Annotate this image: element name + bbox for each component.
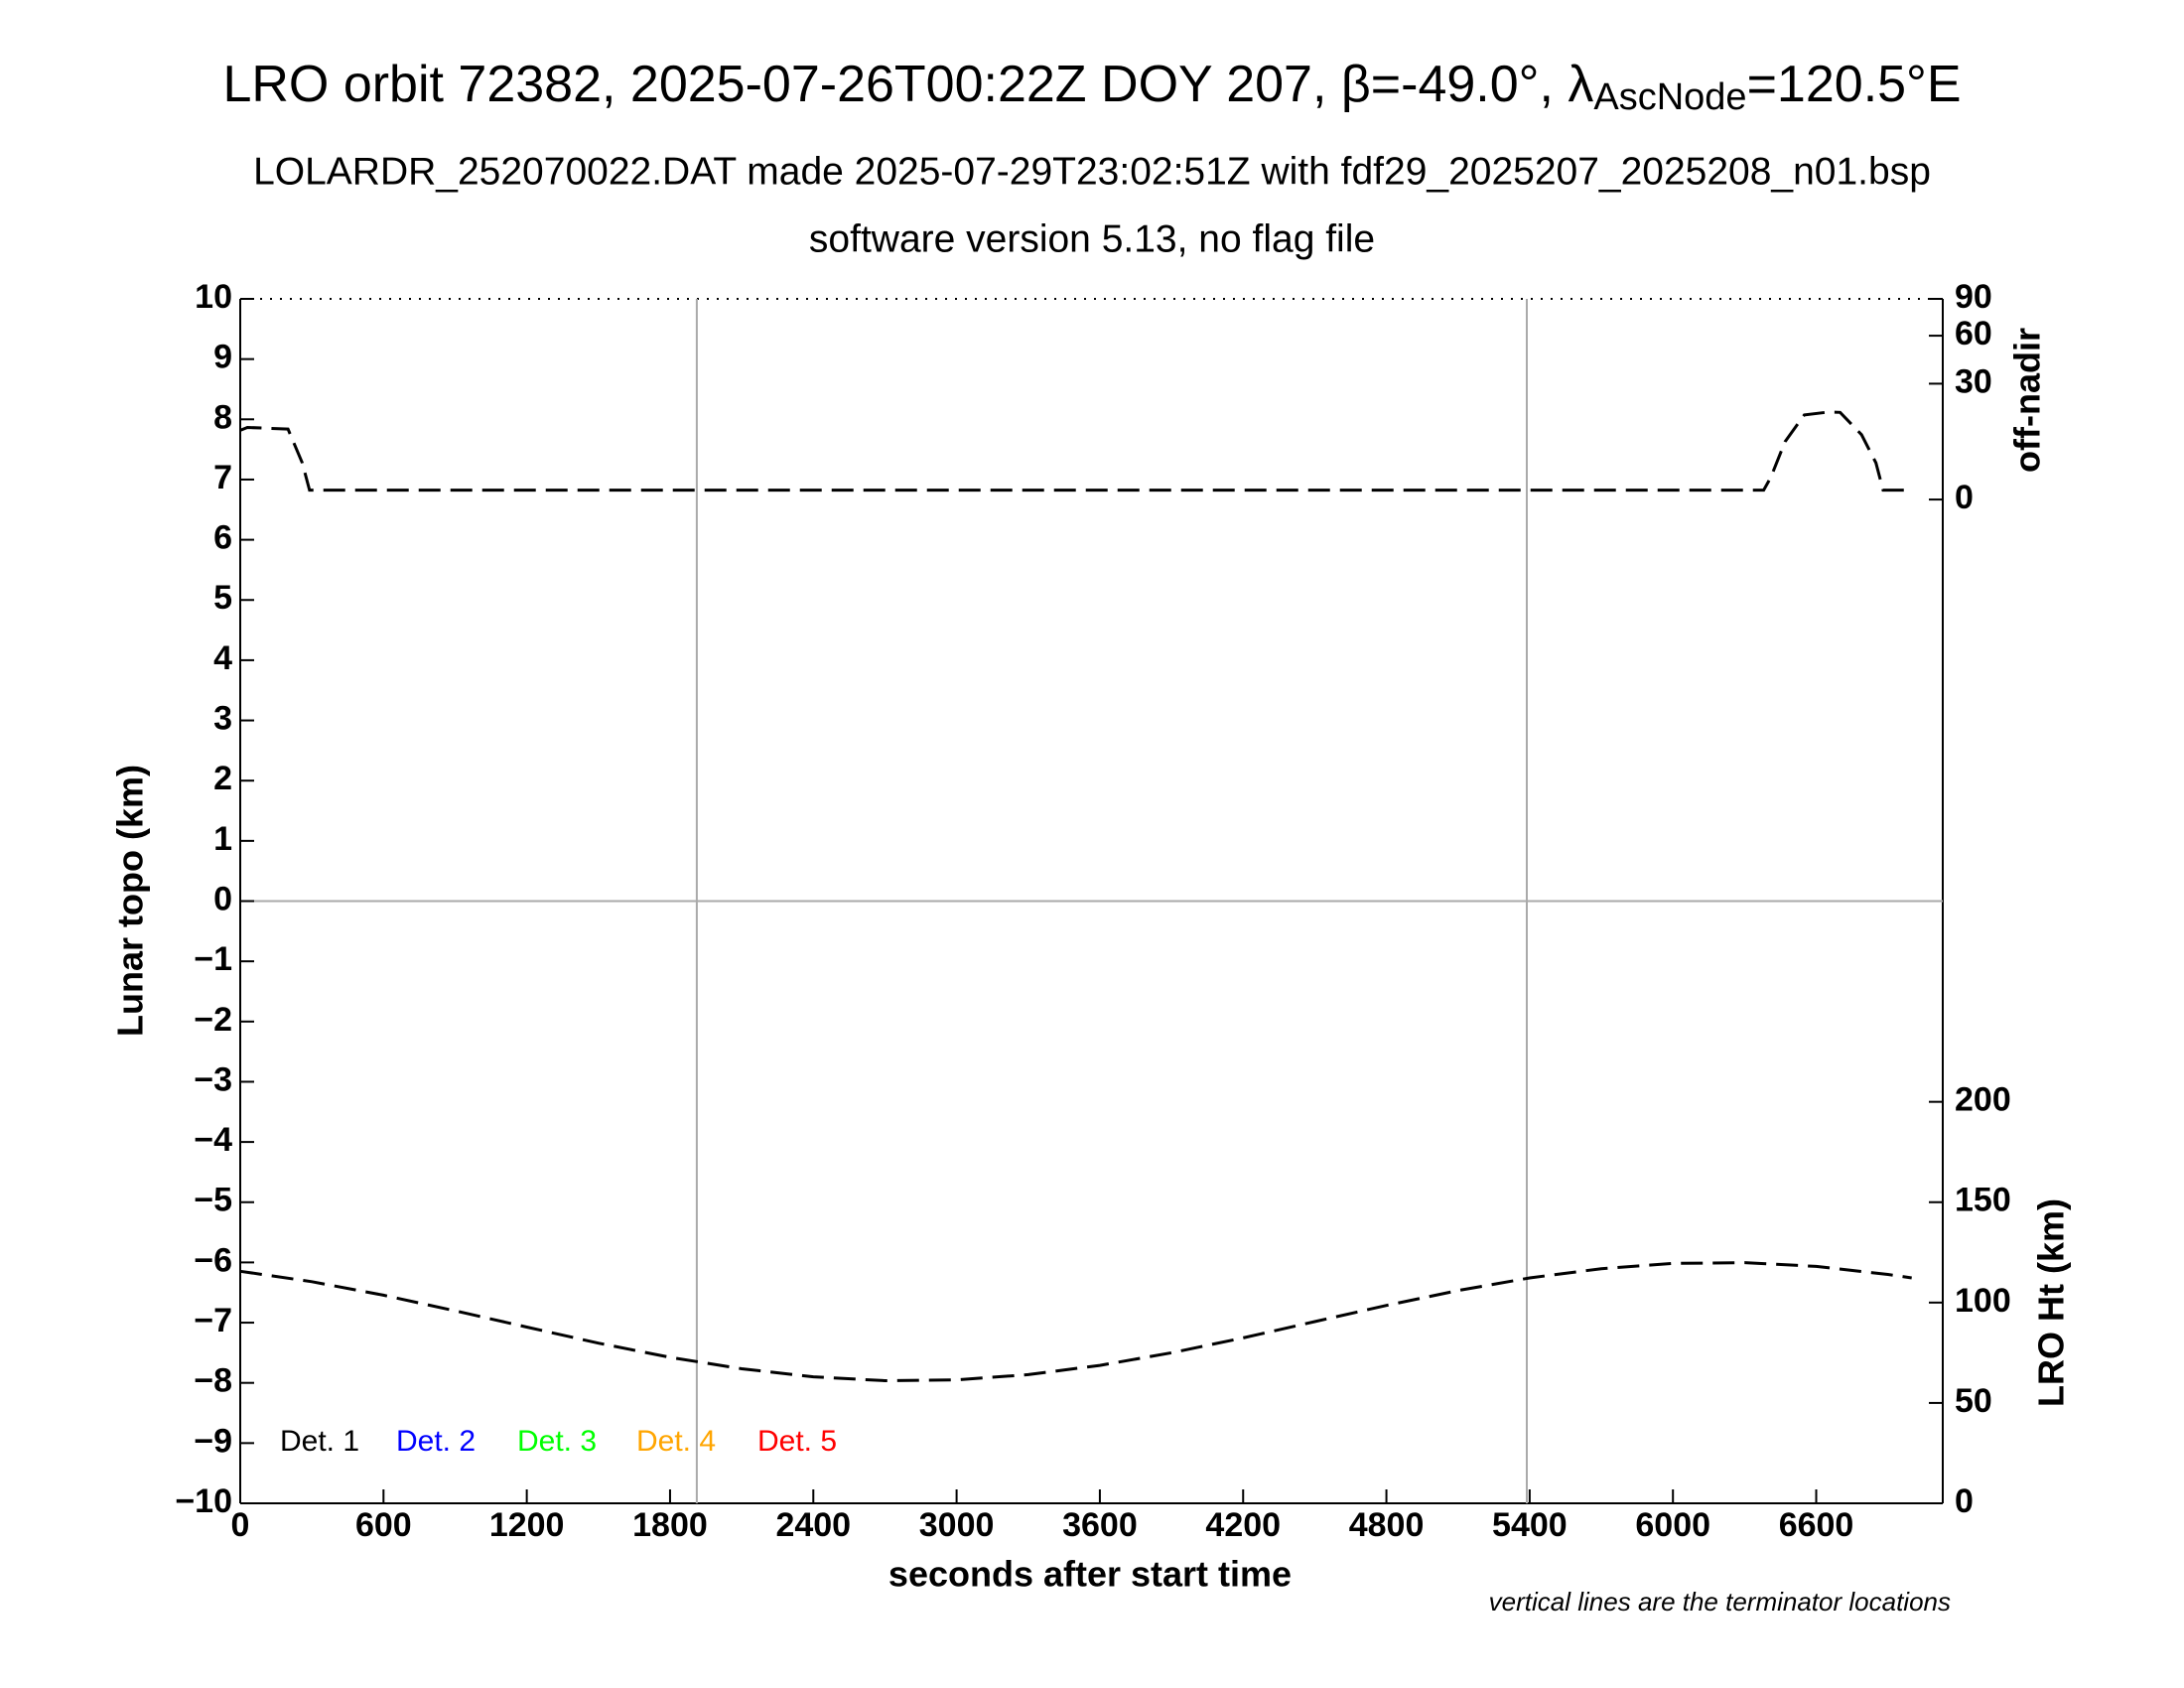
legend-entry: Det. 2 xyxy=(396,1425,476,1458)
x-tick-label: 1800 xyxy=(632,1506,708,1544)
y-tick-label: −6 xyxy=(194,1241,232,1279)
y-tick-label: 3 xyxy=(213,700,232,738)
y-axis-label: Lunar topo (km) xyxy=(110,765,151,1037)
y-tick-label: 10 xyxy=(195,278,232,316)
y2-tick-label: 60 xyxy=(1955,315,1992,352)
y-tick-label: −7 xyxy=(194,1302,232,1339)
y2-axis-label: off-nadir xyxy=(2007,328,2048,473)
x-tick-label: 5400 xyxy=(1492,1506,1568,1544)
legend-entry: Det. 3 xyxy=(517,1425,597,1458)
legend-entry: Det. 5 xyxy=(757,1425,837,1458)
y3-tick-label: 50 xyxy=(1955,1382,1992,1420)
x-tick-label: 6000 xyxy=(1635,1506,1710,1544)
y3-tick-label: 0 xyxy=(1955,1482,1974,1520)
y-tick-label: 2 xyxy=(213,760,232,797)
x-tick-label: 3000 xyxy=(919,1506,995,1544)
title-end: =120.5°E xyxy=(1747,56,1962,113)
y-tick-label: 5 xyxy=(213,579,232,617)
y-tick-label: 4 xyxy=(213,639,232,677)
y-tick-label: −10 xyxy=(175,1482,232,1520)
y-tick-label: −4 xyxy=(194,1121,232,1159)
x-axis-label: seconds after start time xyxy=(888,1554,1292,1595)
subtitle: LOLARDR_252070022.DAT made 2025-07-29T23… xyxy=(253,150,1931,193)
y3-axis-label: LRO Ht (km) xyxy=(2031,1198,2072,1407)
y-tick-label: 7 xyxy=(213,459,232,496)
subtitle: software version 5.13, no flag file xyxy=(809,217,1375,260)
y3-tick-label: 150 xyxy=(1955,1182,2011,1219)
y-tick-label: −8 xyxy=(194,1362,232,1400)
legend-entry: Det. 4 xyxy=(636,1425,716,1458)
y2-tick-label: 30 xyxy=(1955,362,1992,400)
series-line xyxy=(239,410,1912,492)
y-tick-label: −9 xyxy=(194,1422,232,1460)
y3-tick-label: 200 xyxy=(1955,1081,2011,1119)
x-tick-label: 600 xyxy=(355,1506,412,1544)
title-subscript: AscNode xyxy=(1593,76,1746,118)
x-tick-label: 0 xyxy=(231,1506,250,1544)
y-tick-label: −1 xyxy=(194,940,232,978)
y2-tick-label: 90 xyxy=(1955,278,1992,316)
footnote: vertical lines are the terminator locati… xyxy=(1489,1587,1951,1617)
y-tick-label: 6 xyxy=(213,519,232,557)
y-tick-label: −3 xyxy=(194,1060,232,1098)
y-tick-label: 1 xyxy=(213,820,232,858)
x-tick-label: 4200 xyxy=(1205,1506,1281,1544)
chart-title: LRO orbit 72382, 2025-07-26T00:22Z DOY 2… xyxy=(222,56,1961,118)
y-tick-label: −5 xyxy=(194,1182,232,1219)
x-tick-label: 1200 xyxy=(489,1506,565,1544)
y2-tick-label: 0 xyxy=(1955,479,1974,516)
y-tick-label: 8 xyxy=(213,398,232,436)
title-main: LRO orbit 72382, 2025-07-26T00:22Z DOY 2… xyxy=(222,56,1593,113)
y3-tick-label: 100 xyxy=(1955,1282,2011,1320)
x-tick-label: 2400 xyxy=(775,1506,851,1544)
x-tick-label: 4800 xyxy=(1349,1506,1425,1544)
x-tick-label: 6600 xyxy=(1779,1506,1854,1544)
y-tick-label: −2 xyxy=(194,1001,232,1039)
y-tick-label: 9 xyxy=(213,339,232,376)
y-tick-label: 0 xyxy=(213,880,232,917)
legend-entry: Det. 1 xyxy=(280,1425,359,1458)
series-line xyxy=(239,1261,1912,1383)
x-tick-label: 3600 xyxy=(1062,1506,1138,1544)
